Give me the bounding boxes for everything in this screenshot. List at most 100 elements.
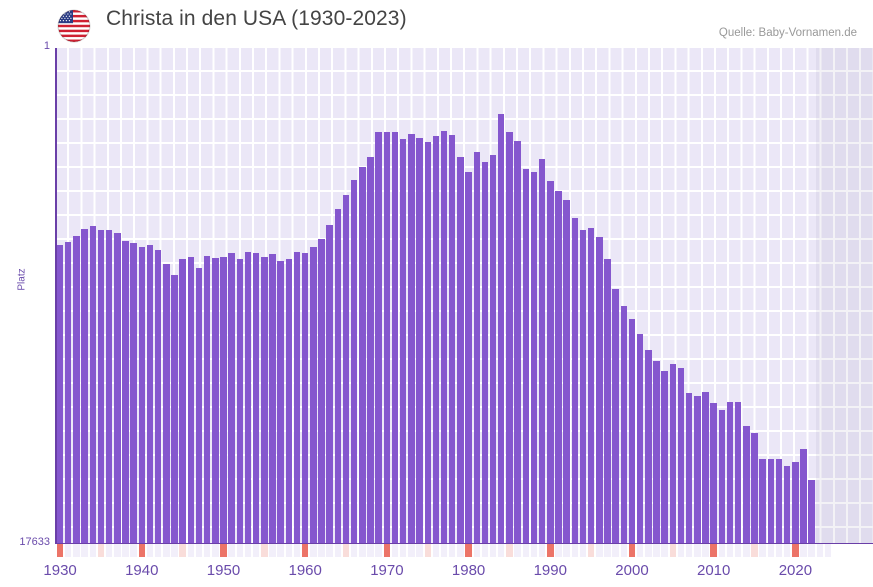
bar[interactable] — [236, 258, 244, 543]
bar[interactable] — [97, 230, 105, 543]
bar[interactable] — [481, 161, 489, 543]
bar[interactable] — [375, 132, 382, 543]
x-tick-cell — [718, 544, 726, 557]
bar[interactable] — [81, 229, 88, 543]
bar[interactable] — [318, 238, 325, 543]
bar[interactable] — [195, 268, 203, 543]
bar[interactable] — [653, 361, 660, 543]
bar[interactable] — [440, 130, 448, 543]
bar[interactable] — [228, 252, 235, 543]
bar[interactable] — [310, 247, 317, 543]
bar[interactable] — [326, 224, 333, 543]
bar[interactable] — [261, 257, 268, 543]
bar[interactable] — [220, 257, 227, 543]
bar[interactable] — [783, 466, 791, 543]
bar[interactable] — [571, 217, 579, 543]
x-tick-cell — [73, 544, 80, 557]
x-tick-cell — [391, 544, 399, 557]
bar[interactable] — [252, 253, 260, 543]
bar[interactable] — [342, 195, 350, 543]
bar[interactable] — [457, 157, 464, 543]
bar[interactable] — [489, 154, 497, 543]
bar[interactable] — [563, 199, 570, 543]
bar[interactable] — [163, 264, 170, 543]
bar[interactable] — [130, 243, 137, 543]
bar[interactable] — [530, 171, 538, 543]
bar[interactable] — [547, 181, 554, 543]
bar[interactable] — [301, 252, 309, 543]
bar[interactable] — [645, 349, 652, 543]
bar[interactable] — [473, 151, 480, 543]
bar[interactable] — [775, 459, 783, 543]
bar[interactable] — [203, 255, 211, 543]
bar[interactable] — [65, 241, 72, 543]
bar[interactable] — [710, 403, 717, 543]
bar[interactable] — [522, 168, 529, 543]
bar[interactable] — [555, 191, 562, 543]
bar[interactable] — [498, 113, 505, 543]
bar[interactable] — [612, 289, 619, 543]
bar[interactable] — [685, 393, 693, 543]
bar[interactable] — [743, 425, 750, 543]
bar[interactable] — [465, 171, 472, 543]
bar[interactable] — [350, 179, 358, 543]
bar[interactable] — [538, 158, 546, 543]
bar[interactable] — [424, 142, 431, 543]
x-tick-cell — [334, 544, 342, 557]
bar[interactable] — [171, 275, 178, 543]
bar[interactable] — [694, 396, 701, 543]
bar[interactable] — [212, 257, 219, 543]
bar[interactable] — [514, 140, 521, 543]
bar[interactable] — [179, 258, 186, 543]
bar[interactable] — [800, 449, 807, 543]
bar[interactable] — [334, 209, 342, 543]
bar[interactable] — [677, 368, 685, 543]
bar[interactable] — [587, 227, 595, 543]
x-tick-cell — [367, 544, 374, 557]
bar[interactable] — [391, 132, 399, 543]
bar[interactable] — [759, 459, 766, 543]
bar[interactable] — [636, 334, 644, 543]
bar[interactable] — [122, 241, 129, 543]
x-tick-cell — [252, 544, 260, 557]
bar[interactable] — [383, 131, 391, 543]
bar[interactable] — [399, 139, 407, 543]
bar[interactable] — [114, 233, 121, 543]
bar[interactable] — [579, 230, 587, 543]
bar[interactable] — [596, 237, 603, 543]
x-tick-cell — [89, 544, 96, 557]
bar[interactable] — [359, 167, 366, 543]
bar[interactable] — [620, 306, 628, 543]
bar[interactable] — [269, 254, 276, 543]
bar[interactable] — [669, 363, 677, 543]
bar[interactable] — [661, 370, 668, 543]
bar[interactable] — [146, 244, 154, 543]
bar[interactable] — [628, 318, 636, 543]
bar[interactable] — [285, 258, 293, 543]
bar[interactable] — [73, 236, 80, 543]
bar[interactable] — [416, 137, 423, 543]
bar[interactable] — [792, 462, 799, 543]
bar[interactable] — [702, 391, 709, 543]
bar[interactable] — [89, 226, 96, 543]
bar[interactable] — [808, 480, 815, 543]
bar[interactable] — [277, 261, 284, 543]
bar[interactable] — [751, 432, 758, 543]
bar[interactable] — [367, 157, 374, 543]
bar[interactable] — [726, 401, 734, 543]
bar[interactable] — [244, 252, 252, 543]
bar[interactable] — [293, 251, 301, 543]
bar[interactable] — [506, 132, 513, 543]
bar[interactable] — [154, 249, 162, 543]
bar[interactable] — [767, 459, 775, 543]
bar[interactable] — [187, 257, 195, 543]
bar[interactable] — [432, 136, 440, 543]
bar[interactable] — [105, 229, 113, 543]
bar[interactable] — [718, 410, 726, 543]
bar[interactable] — [138, 247, 145, 543]
bar[interactable] — [734, 401, 742, 543]
bar[interactable] — [449, 135, 456, 543]
bar[interactable] — [408, 133, 415, 543]
bar[interactable] — [56, 244, 64, 543]
bar[interactable] — [604, 258, 611, 543]
